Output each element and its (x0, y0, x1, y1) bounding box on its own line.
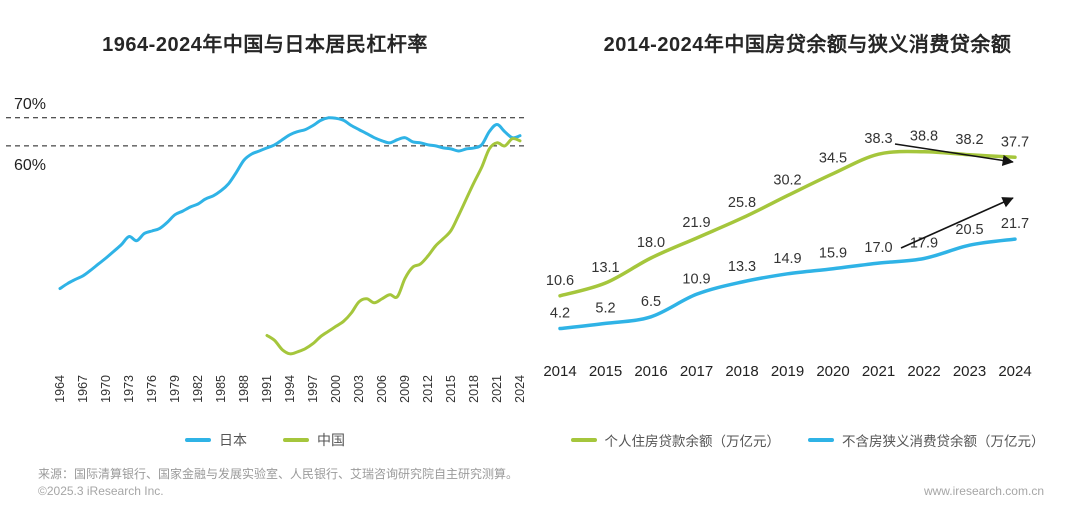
x-tick-label: 2017 (680, 363, 713, 380)
mortgage-line-swatch (570, 438, 597, 442)
mortgage-data-label: 38.2 (955, 132, 983, 148)
consumer-data-label: 21.7 (1001, 216, 1029, 232)
right-chart-legend: 个人住房贷款余额（万亿元） 不含房狭义消费贷余额（万亿元） (545, 430, 1070, 450)
x-tick-label: 1976 (145, 375, 159, 403)
consumer-series-line (558, 237, 1017, 331)
x-tick-label: 2022 (907, 363, 940, 380)
mortgage-series-line (558, 149, 1017, 298)
consumer-data-label: 10.9 (682, 271, 710, 287)
x-tick-label: 2014 (543, 363, 576, 380)
consumer-data-label: 13.3 (728, 259, 756, 275)
x-tick-label: 2024 (998, 363, 1031, 380)
left-chart-title: 1964-2024年中国与日本居民杠杆率 (102, 34, 428, 56)
mortgage-data-label: 34.5 (819, 151, 847, 167)
footer-source-note: 来源：国际清算银行、国家金融与发展实验室、人民银行、艾瑞咨询研究院自主研究测算。 (38, 467, 519, 481)
mortgage-legend-label: 个人住房贷款余额（万亿元） (604, 434, 781, 449)
mortgage-data-label: 25.8 (728, 195, 756, 211)
x-tick-label: 2018 (725, 363, 758, 380)
japan-legend-label: 日本 (219, 432, 247, 448)
x-tick-label: 2021 (490, 375, 504, 403)
legend-item-consumer: 不含房狭义消费贷余额（万亿元） (808, 430, 1045, 450)
x-tick-label: 1994 (283, 375, 297, 403)
loan-balance-line-chart: 2014 2015 2016 2017 2018 2019 2020 2021 2022 2023… (543, 129, 1031, 380)
x-tick-label: 2021 (862, 363, 895, 380)
y-axis-label: 70% (14, 96, 46, 113)
x-tick-label: 1982 (191, 375, 205, 403)
x-tick-label: 1970 (99, 375, 113, 403)
mortgage-data-label: 30.2 (773, 173, 801, 189)
leverage-ratio-line-chart: 70% 60% 1964 1967 1970 1973 1976 1979 1982 1985 19… (6, 96, 527, 403)
china-legend-label: 中国 (317, 432, 345, 448)
japan-series-line (58, 116, 522, 291)
trend-arrow (900, 197, 1014, 249)
footer-website: www.iresearch.com.cn (923, 484, 1044, 498)
right-chart-title: 2014-2024年中国房贷余额与狭义消费贷余额 (603, 34, 1012, 56)
consumer-data-label: 14.9 (773, 251, 801, 267)
x-tick-label: 2015 (589, 363, 622, 380)
consumer-data-label: 4.2 (550, 306, 570, 322)
consumer-data-label: 5.2 (595, 300, 615, 316)
x-tick-label: 2003 (352, 375, 366, 403)
mortgage-data-label: 38.3 (864, 131, 892, 147)
china-line-swatch (283, 438, 309, 442)
consumer-data-label: 15.9 (819, 246, 847, 262)
footer-copyright: ©2025.3 iResearch Inc. (38, 484, 164, 498)
japan-line-swatch (185, 438, 211, 442)
mortgage-data-label: 18.0 (637, 235, 665, 251)
consumer-line-swatch (808, 438, 834, 442)
legend-item-mortgage: 个人住房贷款余额（万亿元） (570, 430, 781, 450)
x-tick-label: 2023 (953, 363, 986, 380)
consumer-legend-label: 不含房狭义消费贷余额（万亿元） (842, 434, 1045, 449)
x-tick-label: 1979 (168, 375, 182, 403)
legend-item-japan: 日本 (185, 430, 247, 450)
x-tick-label: 1997 (306, 375, 320, 403)
consumer-data-label: 6.5 (641, 294, 661, 310)
mortgage-data-label: 21.9 (682, 215, 710, 231)
x-tick-label: 2000 (329, 375, 343, 403)
left-chart-legend: 日本 中国 (0, 430, 530, 450)
mortgage-data-label: 38.8 (910, 129, 938, 145)
consumer-data-label: 17.9 (910, 236, 938, 252)
x-tick-label: 2020 (816, 363, 849, 380)
x-tick-label: 2019 (771, 363, 804, 380)
x-tick-label: 2016 (634, 363, 667, 380)
x-tick-label: 2018 (467, 375, 481, 403)
consumer-data-label: 17.0 (864, 240, 892, 256)
x-tick-label: 2006 (375, 375, 389, 403)
x-tick-label: 1967 (76, 375, 90, 403)
x-tick-label: 2009 (398, 375, 412, 403)
trend-arrow (894, 143, 1014, 166)
x-tick-label: 2012 (421, 375, 435, 403)
x-tick-label: 1991 (260, 375, 274, 403)
legend-item-china: 中国 (283, 430, 345, 450)
china-series-line (265, 137, 522, 356)
consumer-data-label: 20.5 (955, 222, 983, 238)
y-axis-label: 60% (14, 157, 46, 174)
x-tick-label: 1964 (53, 375, 67, 403)
x-tick-label: 1988 (237, 375, 251, 403)
mortgage-data-label: 13.1 (591, 260, 619, 276)
mortgage-data-label: 37.7 (1001, 134, 1029, 150)
x-tick-label: 2024 (513, 375, 527, 403)
mortgage-data-label: 10.6 (546, 273, 574, 289)
x-tick-label: 1973 (122, 375, 136, 403)
x-tick-label: 2015 (444, 375, 458, 403)
x-tick-label: 1985 (214, 375, 228, 403)
